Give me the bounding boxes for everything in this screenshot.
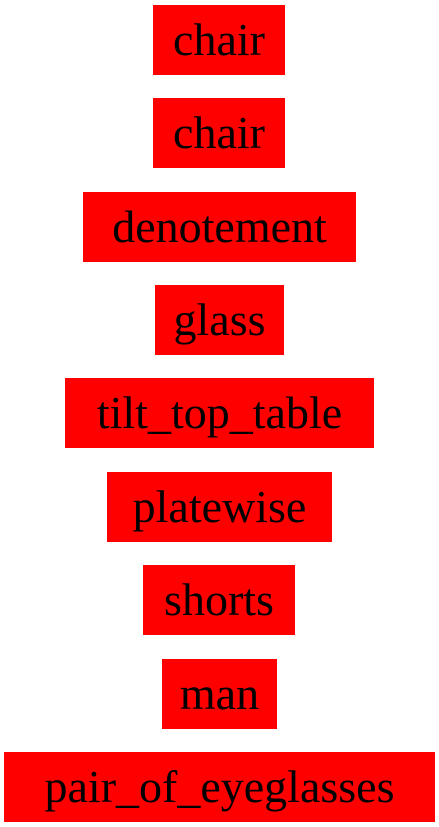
label-denotement: denotement — [83, 192, 356, 262]
label-pair-of-eyeglasses: pair_of_eyeglasses — [4, 752, 435, 822]
label-man: man — [162, 659, 277, 729]
label-chair-1: chair — [153, 5, 285, 75]
label-glass: glass — [155, 285, 284, 355]
label-shorts: shorts — [143, 565, 295, 635]
label-chair-2: chair — [153, 98, 285, 168]
label-platewise: platewise — [107, 472, 332, 542]
label-tilt-top-table: tilt_top_table — [65, 378, 374, 448]
